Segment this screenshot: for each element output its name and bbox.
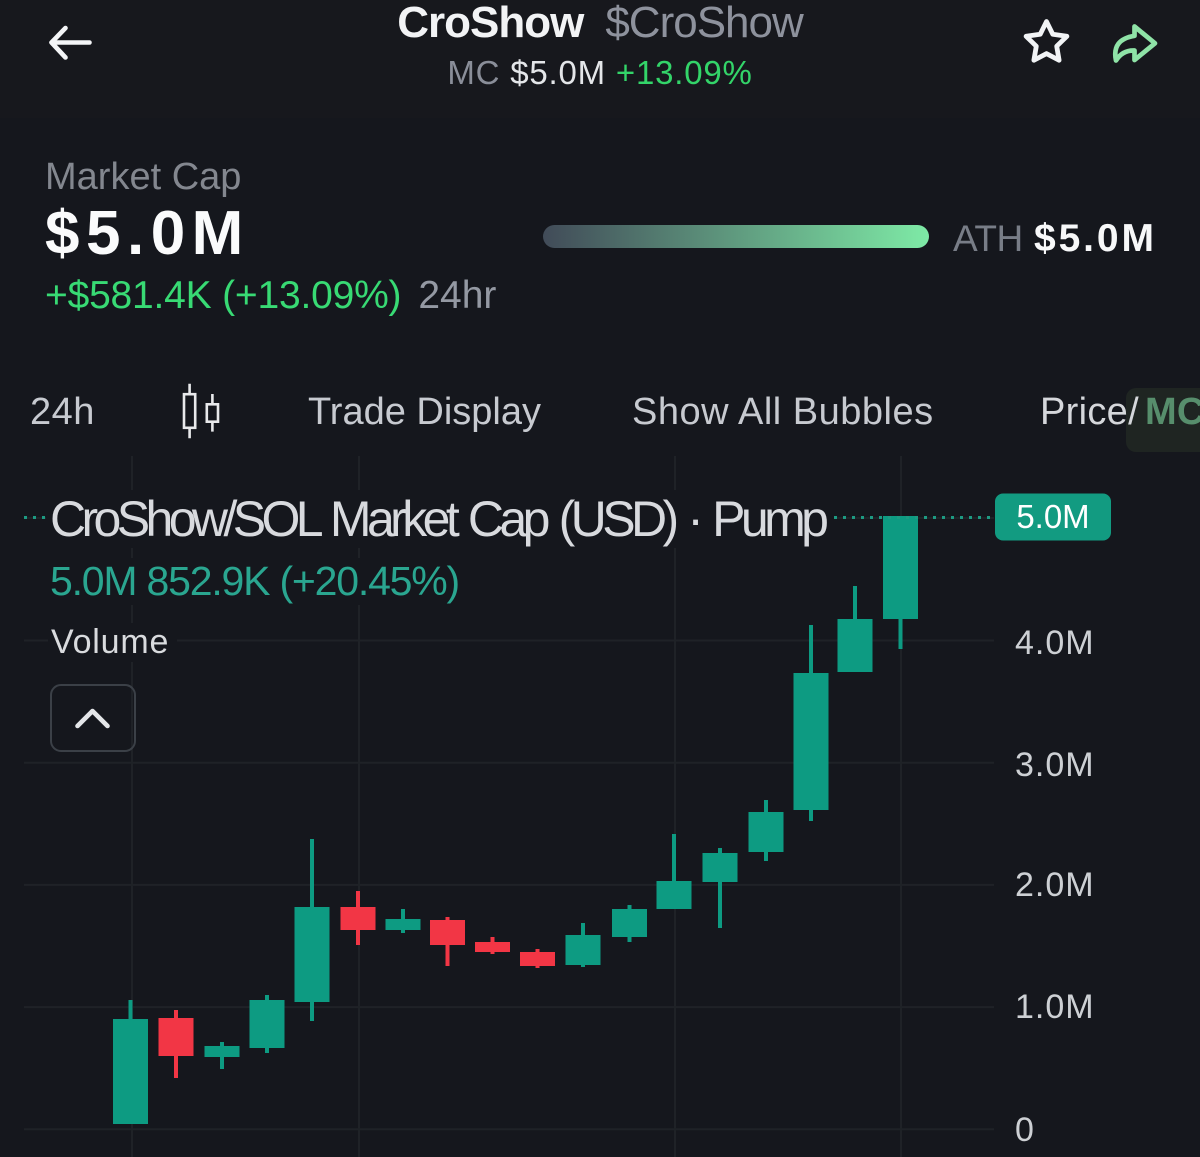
svg-text:5.0M: 5.0M (1016, 498, 1089, 535)
